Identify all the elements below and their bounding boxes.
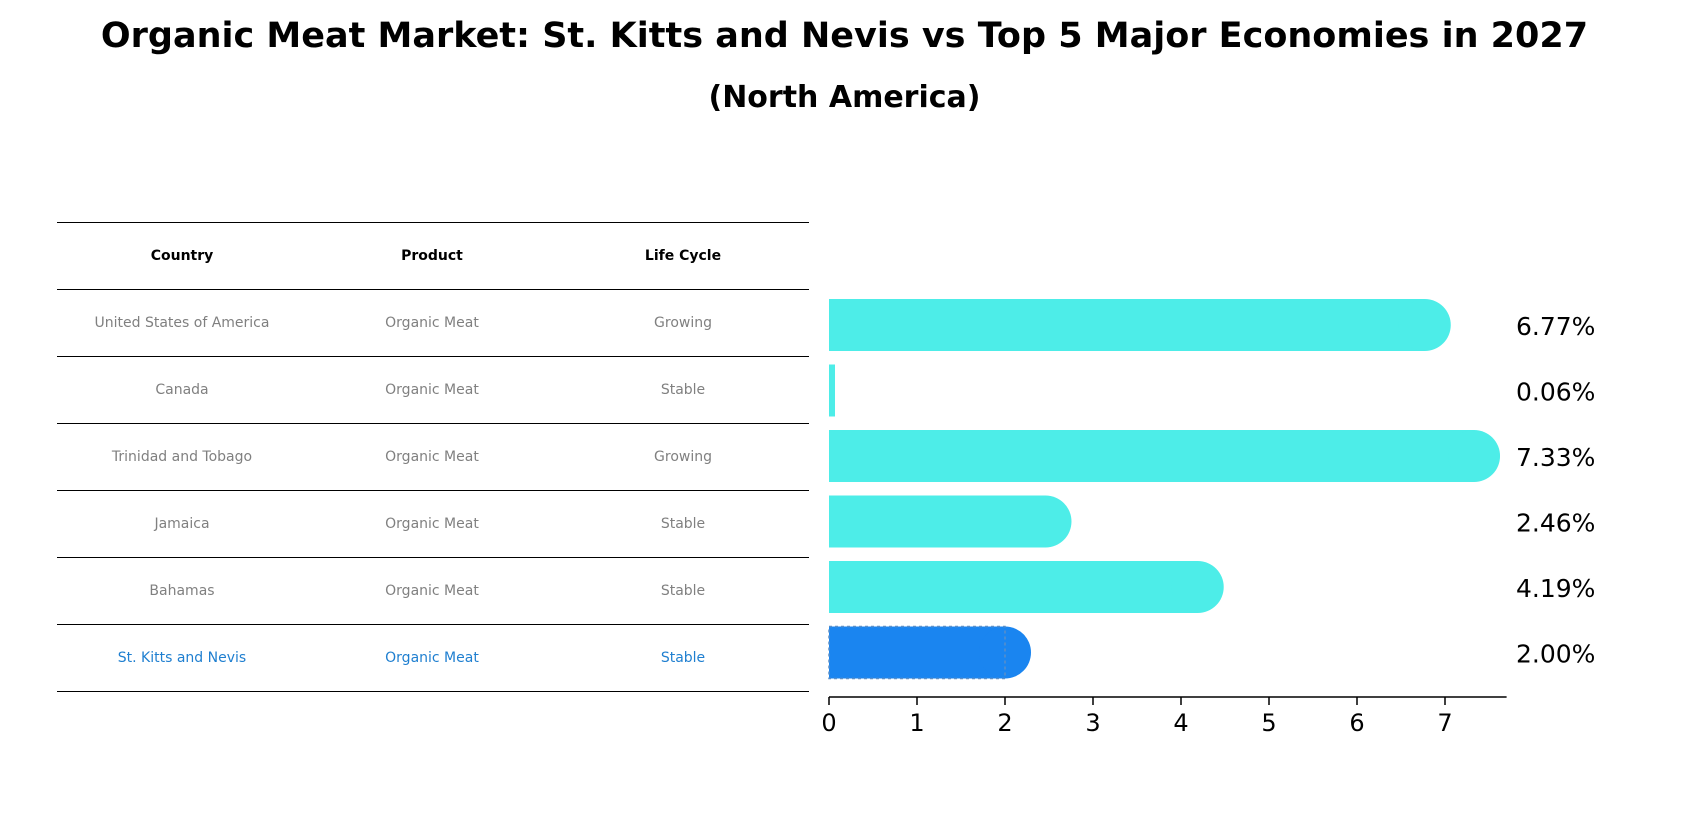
header-life-cycle: Life Cycle xyxy=(644,248,722,264)
bar-body xyxy=(829,561,1198,613)
value-label: 2.46% xyxy=(1516,509,1595,538)
x-tick-label: 2 xyxy=(997,709,1012,737)
cell-product: Organic Meat xyxy=(385,583,479,599)
bar-body xyxy=(829,430,1475,482)
x-tick-label: 1 xyxy=(909,709,924,737)
data-table: Country Product Life Cycle United States… xyxy=(57,222,809,692)
bar xyxy=(829,495,1072,548)
x-tick-label: 3 xyxy=(1085,709,1100,737)
header-product: Product xyxy=(401,248,463,264)
cell-life-cycle: Stable xyxy=(660,516,706,532)
bar-cap xyxy=(1171,561,1224,613)
value-label: 0.06% xyxy=(1516,378,1595,407)
bar xyxy=(829,561,1224,613)
bar-cap xyxy=(1019,495,1072,548)
cell-country: Canada xyxy=(155,382,209,398)
cell-country: St. Kitts and Nevis xyxy=(117,650,247,666)
cell-country: Jamaica xyxy=(154,516,210,532)
x-tick-label: 6 xyxy=(1349,709,1364,737)
bar-body xyxy=(829,299,1425,351)
cell-product: Organic Meat xyxy=(385,650,479,666)
bar-cap xyxy=(1448,430,1501,482)
bar xyxy=(829,299,1451,351)
bar-body xyxy=(829,495,1046,548)
table-row-highlighted: St. Kitts and Nevis Organic Meat Stable xyxy=(57,624,809,692)
table-row: Canada Organic Meat Stable xyxy=(57,356,809,423)
cell-life-cycle: Growing xyxy=(654,449,712,465)
bar xyxy=(829,430,1501,482)
bar-highlighted xyxy=(828,625,1031,680)
x-tick-label: 0 xyxy=(821,709,836,737)
x-tick-label: 5 xyxy=(1261,709,1276,737)
header-country: Country xyxy=(150,248,214,264)
bar-cap xyxy=(1398,299,1451,351)
value-label: 2.00% xyxy=(1516,640,1595,669)
x-tick-label: 7 xyxy=(1437,709,1452,737)
chart-subtitle: (North America) xyxy=(708,80,981,115)
cell-life-cycle: Stable xyxy=(660,382,706,398)
chart-title: Organic Meat Market: St. Kitts and Nevis… xyxy=(100,16,1589,56)
cell-country: Bahamas xyxy=(149,583,215,599)
cell-life-cycle: Growing xyxy=(654,315,712,331)
cell-country: Trinidad and Tobago xyxy=(111,449,253,465)
cell-country: United States of America xyxy=(94,315,270,331)
table-row: Trinidad and Tobago Organic Meat Growing xyxy=(57,423,809,490)
bar xyxy=(829,364,835,417)
table-header-row: Country Product Life Cycle xyxy=(57,222,809,289)
table-row: Jamaica Organic Meat Stable xyxy=(57,490,809,557)
cell-life-cycle: Stable xyxy=(660,583,706,599)
cell-product: Organic Meat xyxy=(385,516,479,532)
bar-body xyxy=(829,364,835,417)
x-tick-label: 4 xyxy=(1173,709,1188,737)
table-row: Bahamas Organic Meat Stable xyxy=(57,557,809,624)
value-label: 6.77% xyxy=(1516,312,1595,341)
bar-cap xyxy=(979,626,1031,679)
value-label: 4.19% xyxy=(1516,574,1595,603)
cell-product: Organic Meat xyxy=(385,449,479,465)
cell-life-cycle: Stable xyxy=(660,650,706,666)
cell-product: Organic Meat xyxy=(385,315,479,331)
value-label: 7.33% xyxy=(1516,443,1595,472)
cell-product: Organic Meat xyxy=(385,382,479,398)
bar-body xyxy=(829,626,1005,679)
table-row: United States of America Organic Meat Gr… xyxy=(57,289,809,356)
